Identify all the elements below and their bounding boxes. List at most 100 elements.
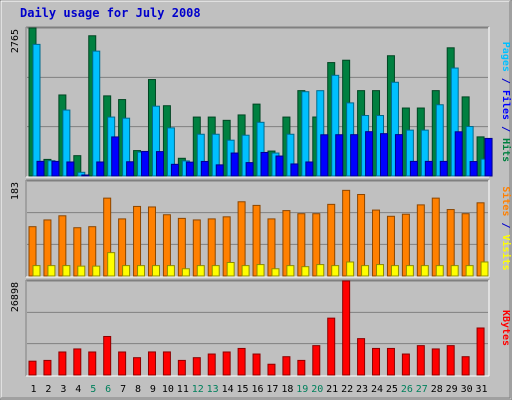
bar-sites-day-20 bbox=[316, 264, 325, 277]
bar-kbytes-day-13 bbox=[207, 353, 216, 376]
bar-sites-day-25 bbox=[390, 265, 399, 277]
bar-kbytes-day-20 bbox=[312, 345, 321, 376]
bar-sites-day-27 bbox=[420, 265, 429, 277]
day-label-1: 1 bbox=[30, 384, 36, 395]
bar-pages-day-13 bbox=[215, 164, 224, 177]
side-label-part: Hits bbox=[500, 138, 512, 162]
y-max-label: 183 bbox=[10, 182, 21, 200]
bar-pages-day-21 bbox=[335, 134, 344, 177]
bar-kbytes-day-4 bbox=[73, 348, 82, 376]
day-label-12: 12 bbox=[192, 384, 204, 395]
day-axis: 1 2 3 4 5 6 7 8 9 10 11 12 13 14 15 16 17 18 19 20 21 22 23 24 2… bbox=[30, 384, 487, 395]
bar-visits-day-17 bbox=[267, 218, 276, 277]
bar-visits-day-28 bbox=[431, 197, 440, 277]
bar-pages-day-14 bbox=[230, 152, 239, 177]
day-label-5: 5 bbox=[90, 384, 96, 395]
bar-pages-day-22 bbox=[350, 134, 359, 177]
bar-files-day-1 bbox=[32, 43, 41, 177]
bar-kbytes-day-14 bbox=[222, 351, 231, 376]
bar-pages-day-10 bbox=[170, 163, 179, 177]
panel-kbytes: 26898 KBytes bbox=[10, 279, 511, 377]
panel-hits_files_pages: 2765 Pages / Files / Hits bbox=[10, 26, 512, 178]
day-label-23: 23 bbox=[356, 384, 368, 395]
day-label-31: 31 bbox=[476, 384, 488, 395]
bar-kbytes-day-11 bbox=[177, 359, 186, 376]
bar-visits-day-23 bbox=[357, 193, 366, 277]
bar-sites-day-6 bbox=[107, 252, 116, 277]
bar-sites-day-19 bbox=[301, 266, 310, 277]
bar-sites-day-10 bbox=[166, 265, 175, 277]
bar-kbytes-day-27 bbox=[416, 345, 425, 376]
bar-kbytes-day-16 bbox=[252, 353, 261, 376]
day-label-21: 21 bbox=[326, 384, 338, 395]
bar-kbytes-day-1 bbox=[28, 360, 37, 376]
bar-kbytes-day-10 bbox=[162, 351, 171, 376]
side-label-part: KBytes bbox=[500, 310, 511, 346]
day-label-9: 9 bbox=[150, 384, 156, 395]
bar-kbytes-day-21 bbox=[327, 317, 336, 376]
bar-kbytes-day-30 bbox=[461, 356, 470, 376]
day-label-30: 30 bbox=[461, 384, 473, 395]
bar-kbytes-day-15 bbox=[237, 347, 246, 376]
bar-sites-day-5 bbox=[92, 265, 101, 277]
day-label-19: 19 bbox=[296, 384, 308, 395]
side-label: Sites / Visits bbox=[500, 186, 512, 270]
day-label-16: 16 bbox=[251, 384, 263, 395]
bar-pages-day-15 bbox=[245, 162, 254, 177]
day-label-27: 27 bbox=[416, 384, 428, 395]
bar-sites-day-13 bbox=[211, 265, 220, 277]
bar-kbytes-day-3 bbox=[58, 351, 67, 376]
bar-kbytes-day-18 bbox=[282, 356, 291, 376]
day-label-8: 8 bbox=[135, 384, 141, 395]
day-label-3: 3 bbox=[60, 384, 66, 395]
bar-sites-day-23 bbox=[361, 265, 370, 277]
bar-pages-day-25 bbox=[394, 134, 403, 177]
bar-sites-day-12 bbox=[196, 265, 205, 277]
bar-kbytes-day-19 bbox=[297, 359, 306, 376]
panel-visits_sites: 183 Sites / Visits bbox=[10, 179, 512, 278]
bar-pages-day-7 bbox=[126, 161, 135, 177]
day-label-15: 15 bbox=[237, 384, 249, 395]
bar-sites-day-1 bbox=[32, 265, 41, 277]
day-label-26: 26 bbox=[401, 384, 413, 395]
side-label-part: Visits bbox=[500, 235, 512, 271]
side-label-part: / bbox=[500, 120, 511, 138]
bar-sites-day-8 bbox=[137, 265, 146, 277]
bar-pages-day-4 bbox=[81, 174, 90, 177]
bar-pages-day-9 bbox=[155, 151, 164, 177]
day-label-24: 24 bbox=[371, 384, 383, 395]
day-label-29: 29 bbox=[446, 384, 458, 395]
side-label: Pages / Files / Hits bbox=[500, 42, 512, 162]
bar-visits-day-15 bbox=[237, 201, 246, 277]
bar-kbytes-day-29 bbox=[446, 345, 455, 376]
bar-sites-day-30 bbox=[465, 265, 474, 277]
side-label-part: / bbox=[500, 72, 511, 90]
bar-sites-day-21 bbox=[331, 265, 340, 277]
bar-pages-day-26 bbox=[409, 160, 418, 177]
bar-pages-day-29 bbox=[454, 131, 463, 177]
bar-sites-day-29 bbox=[450, 265, 459, 277]
bar-files-day-5 bbox=[92, 50, 101, 177]
side-label-part: Files bbox=[500, 90, 512, 120]
bar-sites-day-14 bbox=[226, 262, 235, 277]
bar-visits-day-3 bbox=[58, 215, 67, 277]
bar-sites-day-16 bbox=[256, 264, 265, 277]
bar-pages-day-19 bbox=[305, 161, 314, 177]
bar-kbytes-day-2 bbox=[43, 359, 52, 376]
bar-sites-day-15 bbox=[241, 265, 250, 277]
day-label-7: 7 bbox=[120, 384, 126, 395]
bar-pages-day-30 bbox=[469, 161, 478, 177]
day-label-11: 11 bbox=[177, 384, 189, 395]
bar-kbytes-day-5 bbox=[88, 351, 97, 376]
bar-pages-day-17 bbox=[275, 155, 284, 177]
bar-visits-day-11 bbox=[177, 217, 186, 277]
day-label-25: 25 bbox=[386, 384, 398, 395]
bar-sites-day-3 bbox=[62, 265, 71, 277]
bar-pages-day-31 bbox=[484, 137, 493, 177]
bar-pages-day-6 bbox=[111, 136, 120, 177]
bar-sites-day-17 bbox=[271, 268, 280, 277]
bar-sites-day-9 bbox=[151, 265, 160, 277]
day-label-2: 2 bbox=[45, 384, 51, 395]
bar-kbytes-day-26 bbox=[401, 353, 410, 376]
bar-pages-day-8 bbox=[141, 150, 150, 177]
